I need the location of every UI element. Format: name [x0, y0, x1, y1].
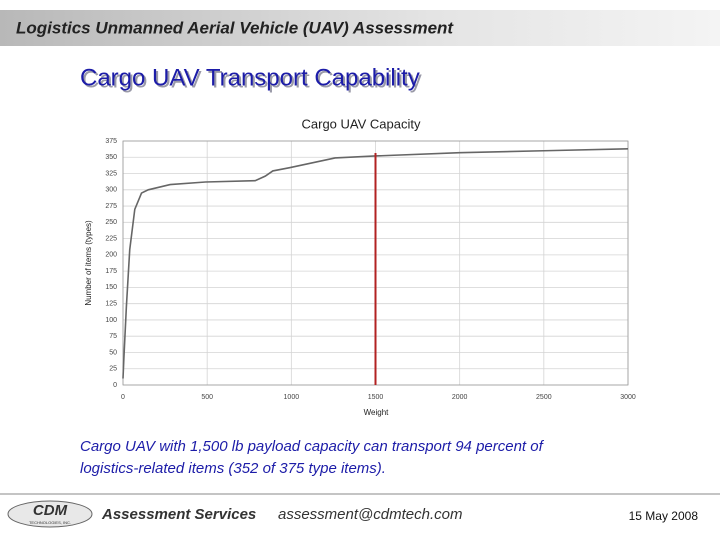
logo-shape: [7, 500, 93, 528]
y-tick-label: 300: [105, 187, 117, 194]
footer-date: 15 May 2008: [629, 509, 699, 523]
logo-sub: TECHNOLOGIES, INC.: [29, 520, 71, 525]
y-tick-label: 0: [113, 382, 117, 389]
x-tick-label: 2000: [452, 394, 468, 401]
y-tick-label: 150: [105, 284, 117, 291]
y-tick-label: 100: [105, 317, 117, 324]
x-tick-label: 500: [201, 394, 213, 401]
footer-service: Assessment Services: [101, 506, 256, 523]
line: [122, 148, 629, 379]
y-tick-label: 275: [105, 203, 117, 210]
x-tick-label: 1500: [368, 394, 384, 401]
slide-title: Cargo UAV Transport Capability: [80, 64, 420, 91]
y-tick-label: 200: [105, 252, 117, 259]
chart-title: Cargo UAV Capacity: [302, 116, 421, 131]
header-bar: [0, 10, 720, 46]
caption-line: Cargo UAV with 1,500 lb payload capacity…: [80, 438, 545, 455]
y-tick-label: 350: [105, 154, 117, 161]
logo: CDM: [33, 502, 68, 519]
slide-title-shadow: Cargo UAV Transport Capability: [82, 66, 422, 93]
caption-line: logistics-related items (352 of 375 type…: [80, 460, 386, 477]
x-tick-label: 0: [121, 394, 125, 401]
y-tick-label: 25: [109, 366, 117, 373]
y-tick-label: 175: [105, 268, 117, 275]
y-tick-label: 325: [105, 170, 117, 177]
y-tick-label: 75: [109, 333, 117, 340]
x-tick-label: 1000: [284, 394, 300, 401]
header-title: Logistics Unmanned Aerial Vehicle (UAV) …: [16, 18, 454, 37]
y-tick-label: 125: [105, 301, 117, 308]
y-tick-label: 250: [105, 219, 117, 226]
x-tick-label: 2500: [536, 394, 552, 401]
y-tick-label: 50: [109, 349, 117, 356]
x-tick-label: 3000: [620, 394, 636, 401]
y-tick-label: 225: [105, 235, 117, 242]
y-axis-label: Number of items (types): [84, 220, 93, 306]
y-tick-label: 375: [105, 138, 117, 145]
x-axis-label: Weight: [364, 408, 390, 417]
footer-email: assessment@cdmtech.com: [278, 506, 462, 523]
